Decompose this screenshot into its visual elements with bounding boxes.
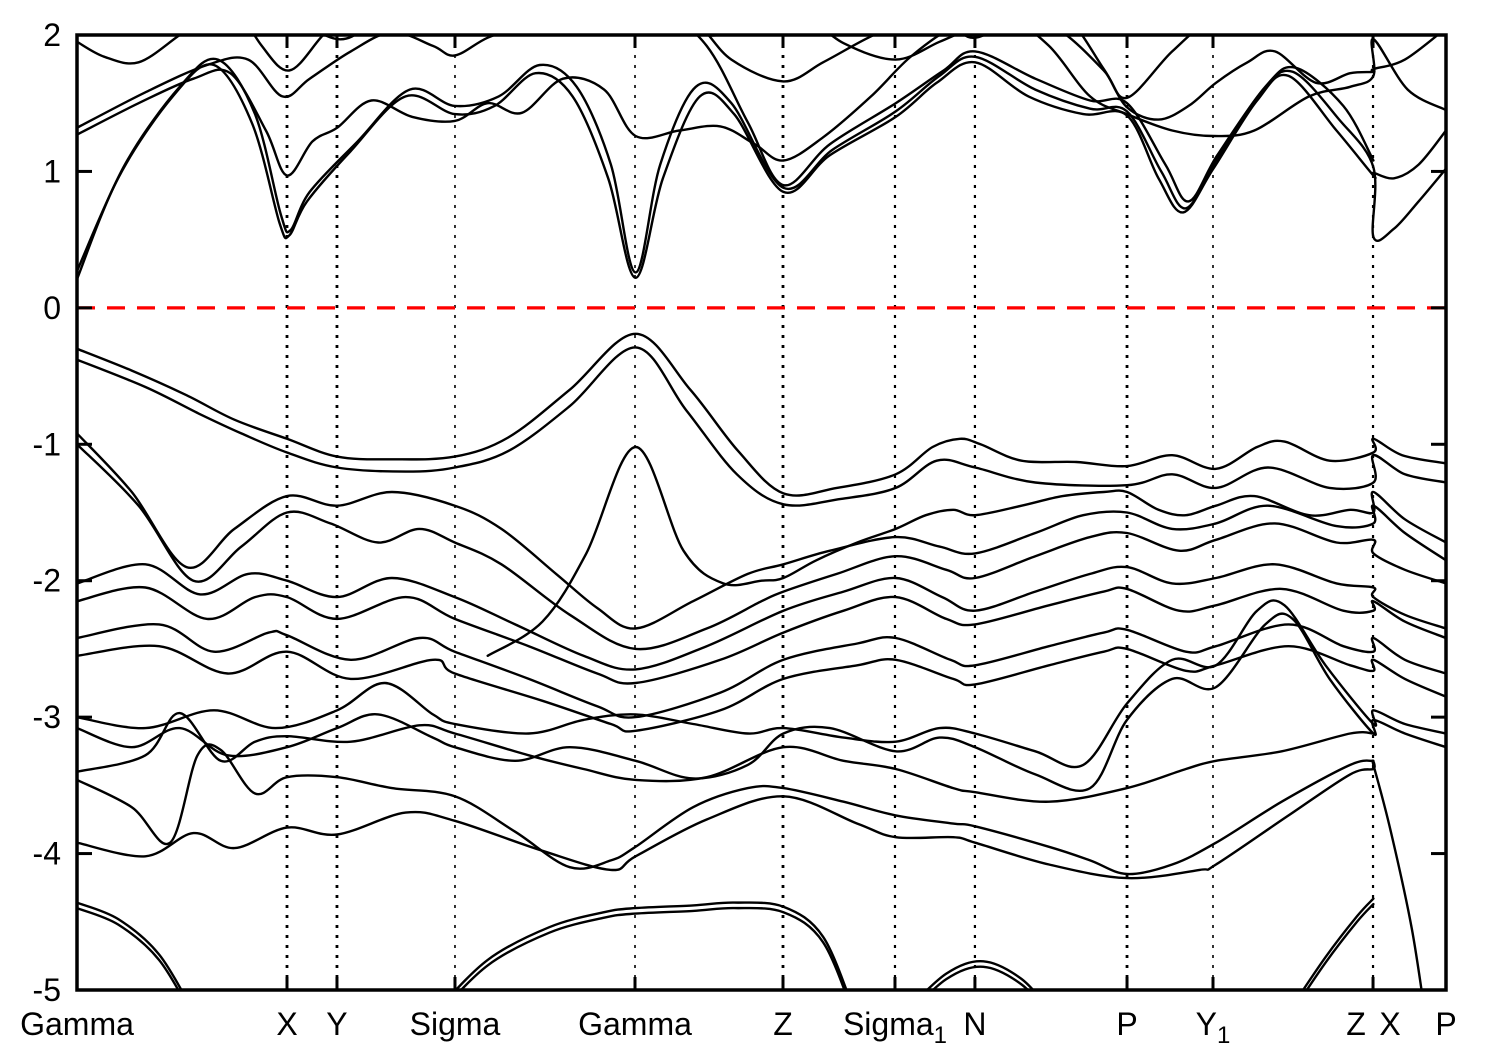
band-val-3 xyxy=(486,445,1446,657)
y-tick-label: 1 xyxy=(43,153,61,189)
y-tick-label: -2 xyxy=(33,563,61,599)
y-tick-label: 0 xyxy=(43,290,61,326)
x-kpoint-label: Gamma xyxy=(578,1006,692,1042)
band-val-8 xyxy=(77,622,1446,719)
y-tick-label: -3 xyxy=(33,699,61,735)
band-val-11 xyxy=(77,612,1446,792)
x-kpoint-label: Z xyxy=(1346,1006,1366,1042)
plot-border xyxy=(75,33,1448,992)
band-val-10 xyxy=(77,599,1446,769)
x-kpoint-label: Z xyxy=(773,1006,793,1042)
band-val-12 xyxy=(77,711,1375,803)
x-kpoint-label: Y xyxy=(326,1006,347,1042)
band-val-4 xyxy=(77,432,1446,630)
axis-ticks xyxy=(77,33,1446,992)
x-kpoint-label: N xyxy=(963,1006,986,1042)
x-kpoint-label: Gamma xyxy=(20,1006,134,1042)
band-cond-7 xyxy=(252,35,325,72)
band-cond-4 xyxy=(77,35,1440,129)
x-kpoint-label: X xyxy=(276,1006,297,1042)
band-cond-6 xyxy=(695,35,1375,203)
band-val-13 xyxy=(77,743,1375,876)
x-kpoint-label: Sigma xyxy=(410,1006,501,1042)
y-tick-label: -5 xyxy=(33,972,61,1008)
band-deep-1 xyxy=(77,906,180,990)
x-kpoint-label: Y1 xyxy=(1196,1006,1231,1049)
band-val-6 xyxy=(77,563,1446,671)
band-deep-2 xyxy=(459,906,846,990)
band-cond-3 xyxy=(77,35,1446,177)
band-val-1 xyxy=(77,332,1446,497)
y-tick-label: -4 xyxy=(33,836,61,872)
band-val-7 xyxy=(77,585,1446,685)
band-deep-4 xyxy=(1305,902,1375,990)
x-kpoint-label: Sigma1 xyxy=(843,1006,947,1049)
band-deep-1-pair xyxy=(77,901,183,990)
y-tick-label: 2 xyxy=(43,17,61,53)
x-kpoint-label: P xyxy=(1116,1006,1137,1042)
x-kpoint-label: P xyxy=(1435,1006,1456,1042)
band-val-2 xyxy=(77,346,1446,507)
band-val-5 xyxy=(77,443,1446,651)
x-kpoint-label: X xyxy=(1379,1006,1400,1042)
bands-group xyxy=(77,35,1446,990)
band-deep-2-pair xyxy=(454,901,848,990)
band-val-14 xyxy=(77,759,1423,990)
y-tick-label: -1 xyxy=(33,426,61,462)
